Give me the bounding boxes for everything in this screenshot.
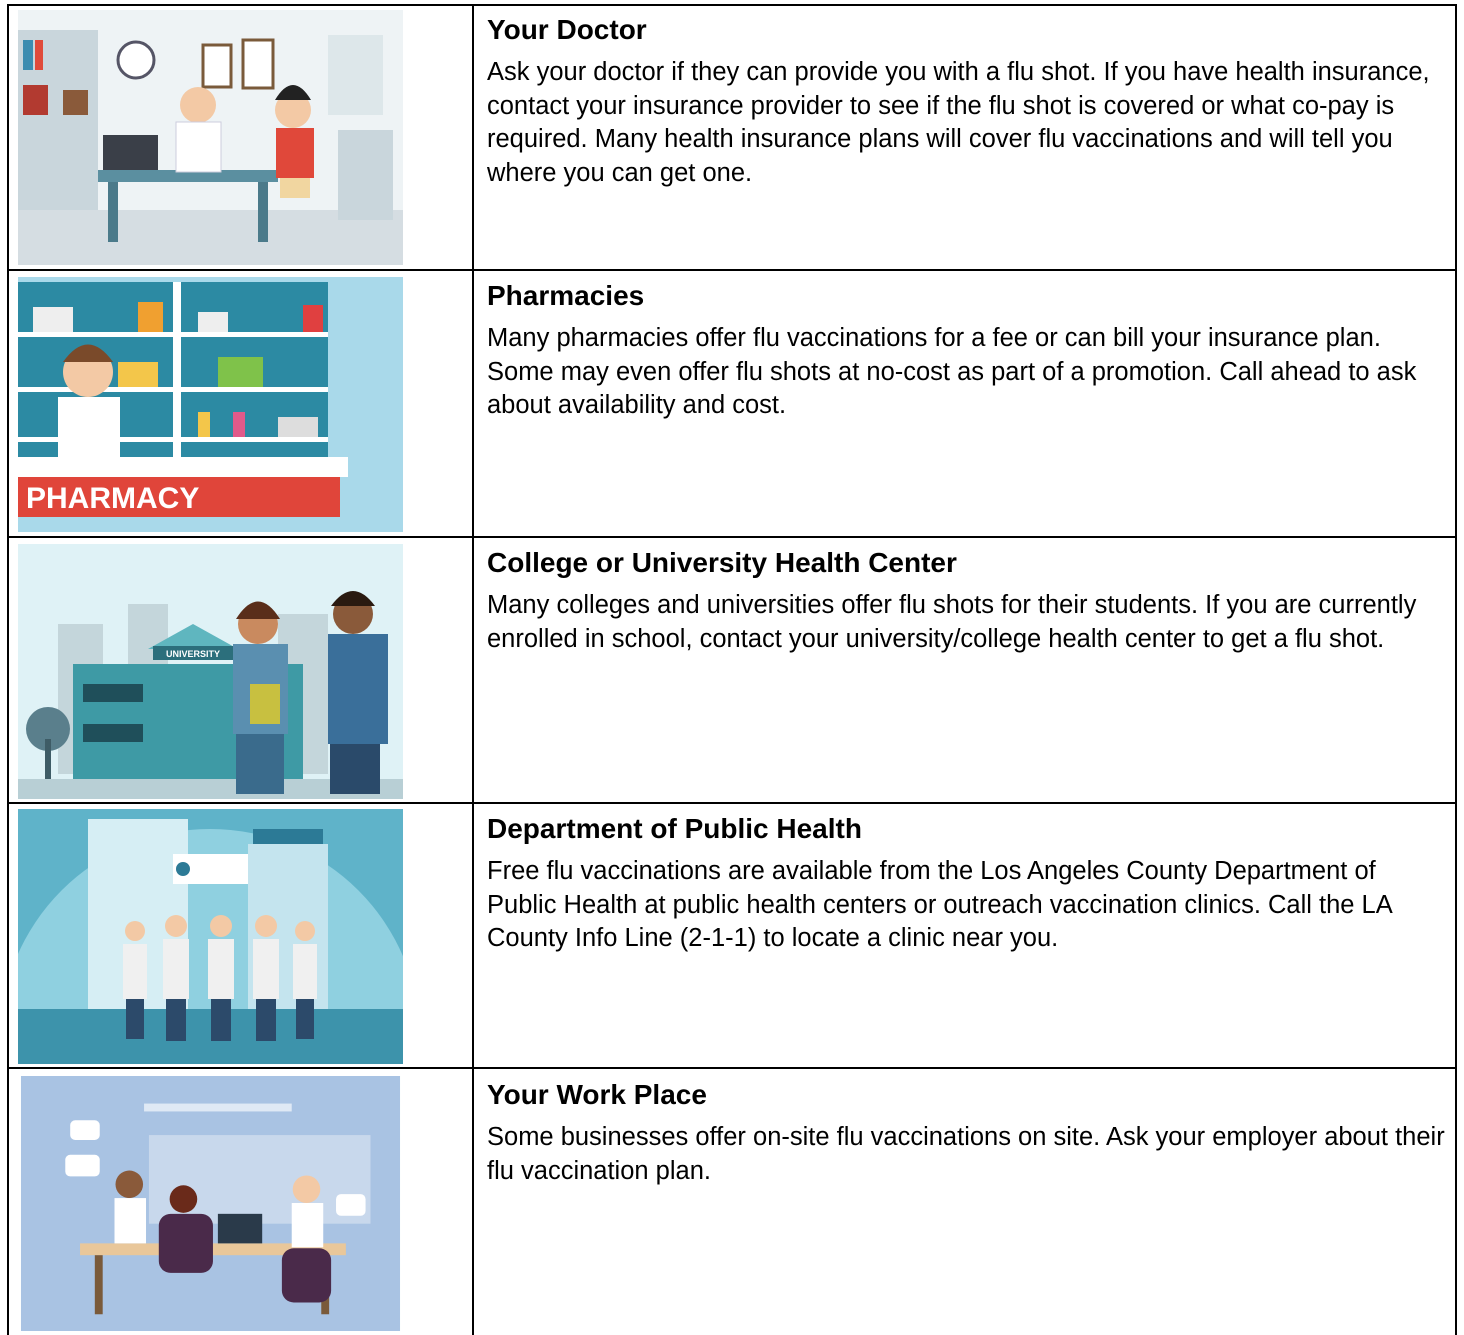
pharmacy-illustration: PHARMACY	[18, 277, 403, 532]
workplace-illustration	[20, 1076, 401, 1331]
image-label: PHARMACY	[26, 482, 199, 515]
image-label: UNIVERSITY	[166, 649, 220, 659]
doctor-illustration	[18, 10, 403, 265]
row-content: Department of Public Health Free flu vac…	[487, 809, 1447, 956]
row-content: Pharmacies Many pharmacies offer flu vac…	[487, 276, 1447, 423]
row-border	[7, 1067, 1457, 1069]
row-border	[7, 4, 1457, 6]
row-content: College or University Health Center Many…	[487, 543, 1447, 656]
row-title: Department of Public Health	[487, 813, 862, 844]
row-text: Ask your doctor if they can provide you …	[487, 58, 1430, 187]
university-illustration: UNIVERSITY	[18, 544, 403, 799]
column-border	[7, 4, 9, 1335]
row-border	[7, 536, 1457, 538]
row-content: Your Work Place Some businesses offer on…	[487, 1075, 1447, 1188]
column-border	[472, 4, 474, 1335]
public-health-illustration	[18, 809, 403, 1064]
row-title: Your Doctor	[487, 14, 647, 45]
column-border	[1455, 4, 1457, 1335]
row-text: Many colleges and universities offer flu…	[487, 591, 1417, 653]
row-text: Some businesses offer on-site flu vaccin…	[487, 1123, 1445, 1185]
row-border	[7, 802, 1457, 804]
row-content: Your Doctor Ask your doctor if they can …	[487, 10, 1447, 190]
row-title: Pharmacies	[487, 280, 645, 311]
row-text: Many pharmacies offer flu vaccinations f…	[487, 324, 1417, 419]
row-text: Free flu vaccinations are available from…	[487, 857, 1392, 952]
row-title: College or University Health Center	[487, 547, 957, 578]
row-title: Your Work Place	[487, 1079, 707, 1110]
row-border	[7, 269, 1457, 271]
